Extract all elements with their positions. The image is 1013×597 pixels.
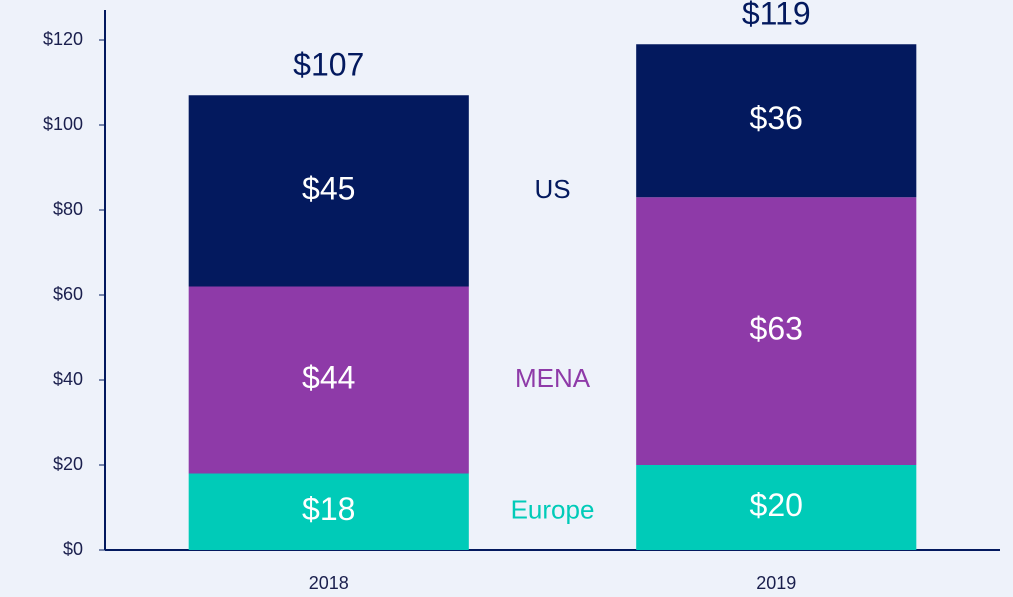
y-tick-label: $0 [63,539,83,559]
bar-segment [188,473,469,550]
legend-label: US [534,174,570,204]
bar-segment [188,95,469,287]
data-label: $20 [750,487,803,523]
x-tick-label: 2018 [309,573,349,593]
bar-segment [636,44,917,198]
bar-segment [636,465,917,550]
y-tick-label: $80 [53,199,83,219]
data-label: $18 [302,491,355,527]
bar-segment [188,286,469,474]
data-label: $63 [750,311,803,347]
total-label: $119 [742,0,811,32]
legend-label: MENA [515,363,591,393]
x-tick-label: 2019 [756,573,796,593]
bar-segment [636,197,917,465]
y-tick-label: $120 [43,29,83,49]
data-label: $44 [302,359,355,395]
y-tick-label: $40 [53,369,83,389]
y-tick-label: $100 [43,114,83,134]
y-tick-label: $60 [53,284,83,304]
data-label: $36 [750,100,803,136]
total-label: $107 [293,47,364,83]
legend-label: Europe [511,495,595,525]
y-tick-label: $20 [53,454,83,474]
data-label: $45 [302,170,355,206]
